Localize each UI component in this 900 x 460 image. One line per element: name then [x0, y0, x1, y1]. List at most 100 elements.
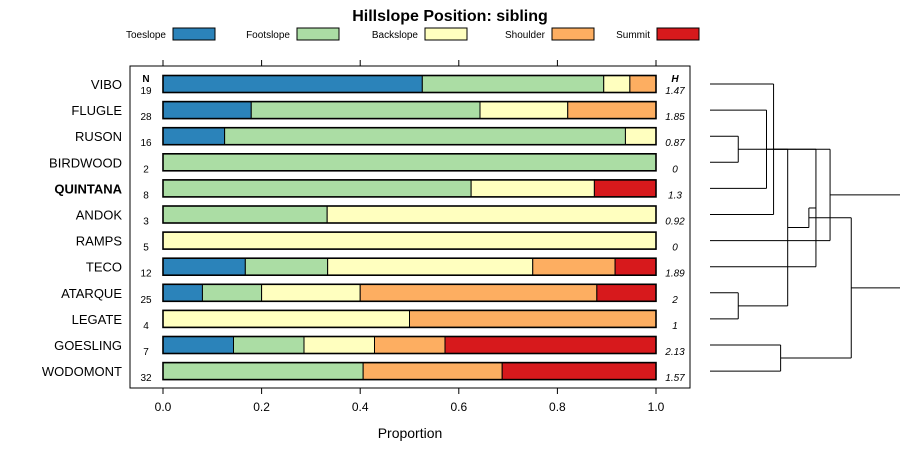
x-axis: 0.0 0.2 0.4 0.6 0.8 1.0 [155, 60, 665, 414]
bar-outline-atarque [162, 283, 657, 303]
bar-outline-goesling [162, 335, 657, 355]
h-value-legate: 1 [672, 321, 678, 332]
bar-andok-backslope [326, 205, 657, 224]
bar-outline-ruson [162, 126, 657, 146]
bar-ruson-backslope [624, 127, 657, 146]
category-labels: VIBO FLUGLE RUSON BIRDWOOD QUINTANA ANDOK RAMP… [42, 77, 123, 379]
legend-label-backslope: Backslope [372, 30, 419, 41]
bar-atarque-toeslope [162, 283, 203, 302]
x-tick-label-4: 0.8 [549, 400, 566, 414]
category-label-teco: TECO [86, 260, 122, 275]
bar-outline-legate [162, 309, 657, 329]
bar-goesling-summit [444, 336, 657, 354]
bar-outline-birdwood [162, 153, 657, 172]
h-value-andok: 0.92 [665, 217, 685, 228]
legend-label-shoulder: Shoulder [505, 30, 546, 41]
bar-vibo-footslope [421, 75, 605, 93]
n-value-andok: 3 [143, 217, 149, 228]
x-tick-label-1: 0.2 [253, 400, 270, 414]
h-value-ruson: 0.87 [665, 138, 685, 149]
bar-vibo-toeslope [162, 75, 423, 93]
h-value-ramps: 0 [672, 243, 678, 254]
n-value-legate: 4 [143, 321, 149, 332]
bar-vibo-backslope [603, 75, 631, 93]
n-column-header: N [142, 74, 149, 85]
n-value-teco: 12 [140, 269, 152, 280]
bar-outline-quintana [162, 179, 657, 198]
legend-swatch-footslope [296, 27, 340, 41]
h-column-header: H [671, 74, 679, 85]
bar-atarque-shoulder [359, 283, 598, 302]
category-label-vibo: VIBO [91, 77, 122, 92]
bar-quintana-footslope [162, 179, 472, 198]
chart-title: Hillslope Position: sibling [352, 8, 548, 25]
h-value-atarque: 2 [671, 295, 678, 306]
category-label-goesling: GOESLING [54, 338, 122, 353]
category-label-quintana: QUINTANA [54, 181, 122, 196]
h-value-goesling: 2.13 [664, 347, 685, 358]
plot-panel [129, 65, 691, 389]
bar-outline-vibo [162, 74, 657, 94]
category-label-ruson: RUSON [75, 129, 122, 144]
bar-outline-teco [162, 257, 657, 277]
legend-label-toeslope: Toeslope [126, 30, 166, 41]
n-value-ramps: 5 [143, 243, 149, 254]
bar-teco-summit [614, 257, 657, 276]
bar-wodomont-summit [501, 362, 657, 381]
bar-quintana-backslope [470, 179, 595, 198]
bar-outline-andok [162, 205, 657, 224]
bar-goesling-toeslope [162, 336, 234, 354]
category-label-ramps: RAMPS [76, 234, 123, 249]
legend-swatch-shoulder [551, 27, 595, 41]
legend-swatch-backslope [424, 27, 468, 41]
dendrogram [710, 83, 900, 372]
bar-flugle-toeslope [162, 101, 252, 120]
bar-flugle-backslope [479, 101, 569, 120]
category-label-legate: LEGATE [72, 312, 123, 327]
n-value-flugle: 28 [140, 112, 152, 123]
bar-goesling-footslope [232, 336, 305, 354]
x-tick-label-2: 0.4 [352, 400, 369, 414]
n-value-birdwood: 2 [143, 164, 149, 175]
bar-legate-backslope [162, 309, 410, 328]
legend-label-footslope: Footslope [246, 30, 290, 41]
bar-outline-ramps [162, 231, 657, 250]
bar-legate-shoulder [409, 309, 657, 328]
bar-teco-toeslope [162, 257, 246, 276]
h-value-wodomont: 1.57 [665, 373, 685, 384]
bar-quintana-summit [593, 179, 657, 198]
legend-label-summit: Summit [616, 30, 650, 41]
x-tick-label-0: 0.0 [155, 400, 172, 414]
bar-ruson-footslope [224, 127, 626, 146]
legend: Toeslope Footslope Backslope Shoulder Summit [126, 27, 700, 41]
bar-vibo-shoulder [629, 75, 657, 93]
bar-outline-flugle [162, 100, 657, 120]
bar-andok-footslope [162, 205, 328, 224]
n-value-vibo: 19 [140, 86, 152, 97]
x-tick-label-3: 0.6 [450, 400, 467, 414]
h-values: 1.47 1.85 0.87 0 1.3 0.92 0 1.89 2 1 2.13 1.57 [664, 86, 685, 384]
category-label-wodomont: WODOMONT [42, 364, 122, 379]
bar-teco-shoulder [532, 257, 616, 276]
category-label-atarque: ATARQUE [61, 286, 122, 301]
h-value-vibo: 1.47 [665, 86, 685, 97]
bar-wodomont-footslope [162, 362, 364, 381]
bar-outline-wodomont [162, 361, 657, 381]
h-value-flugle: 1.85 [665, 112, 685, 123]
n-value-atarque: 25 [140, 295, 152, 306]
legend-swatch-toeslope [172, 27, 216, 41]
category-label-flugle: FLUGLE [71, 103, 122, 118]
bar-goesling-backslope [303, 336, 375, 354]
bar-teco-footslope [244, 257, 329, 276]
bar-birdwood-footslope [162, 153, 657, 172]
category-label-birdwood: BIRDWOOD [49, 155, 122, 170]
bar-ramps-backslope [162, 231, 657, 250]
bar-atarque-backslope [261, 283, 361, 302]
h-value-quintana: 1.3 [668, 190, 682, 201]
x-tick-label-5: 1.0 [648, 400, 665, 414]
category-label-andok: ANDOK [76, 208, 123, 223]
bar-wodomont-shoulder [362, 362, 503, 381]
bar-atarque-footslope [201, 283, 263, 302]
